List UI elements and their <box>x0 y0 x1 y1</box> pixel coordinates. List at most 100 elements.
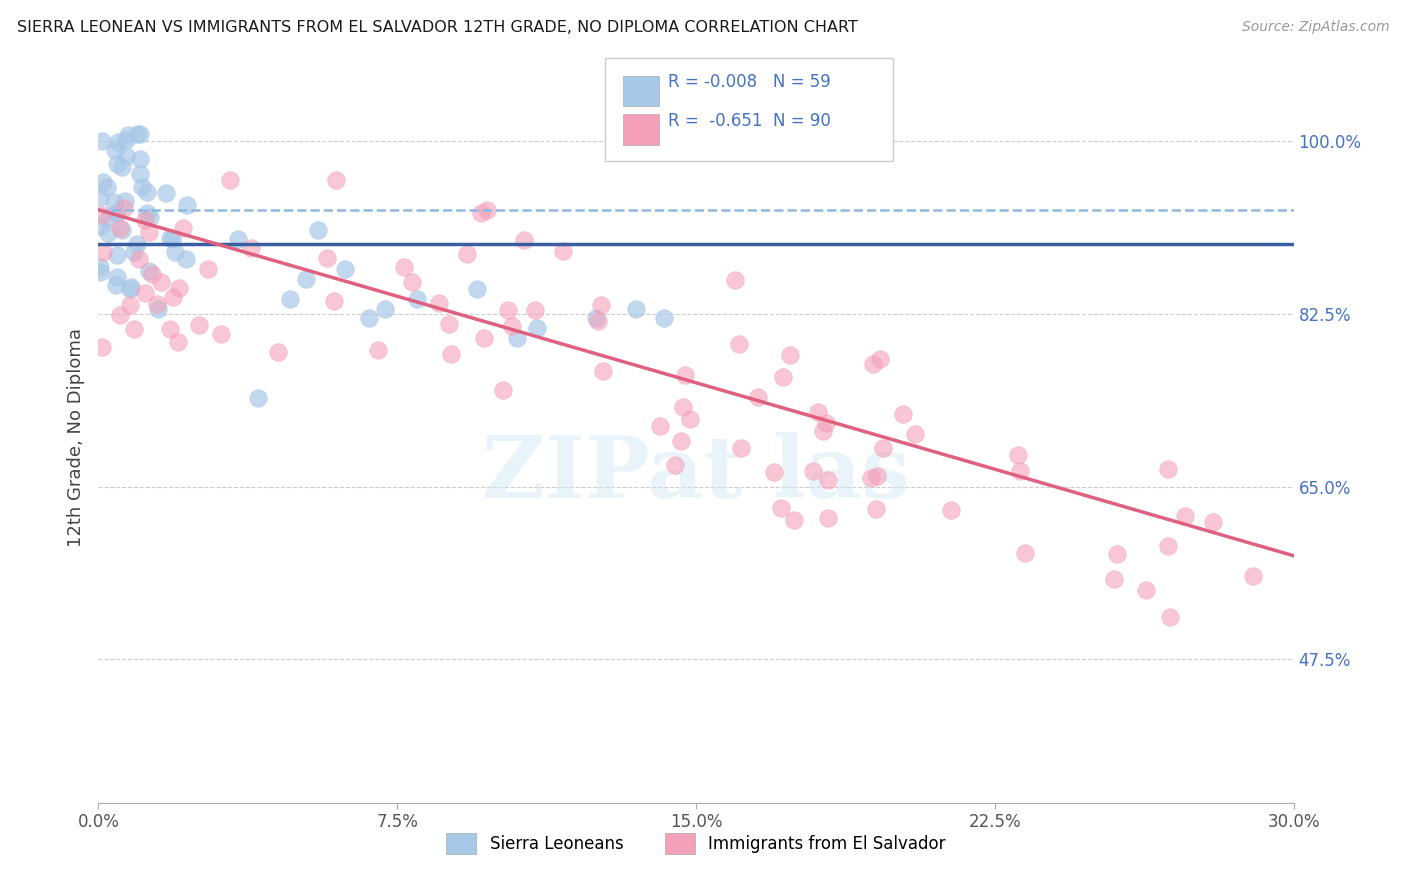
Point <box>107 135 129 149</box>
Point <box>325 173 347 187</box>
Point <box>136 206 159 220</box>
Point <box>163 244 186 259</box>
Point <box>1174 509 1197 524</box>
Point <box>278 292 301 306</box>
Point <box>125 236 148 251</box>
Point <box>89 265 111 279</box>
Point <box>111 160 134 174</box>
Point <box>294 272 316 286</box>
Point <box>188 318 211 332</box>
Point <box>679 412 702 426</box>
Point <box>891 407 914 421</box>
Point <box>218 173 240 187</box>
Point <box>134 213 156 227</box>
Text: Source: ZipAtlas.com: Source: ZipAtlas.com <box>1241 20 1389 34</box>
Point <box>120 298 142 312</box>
Point <box>322 294 344 309</box>
Point <box>97 211 120 226</box>
Point <box>128 252 150 266</box>
Point <box>1157 462 1180 476</box>
Point <box>129 127 152 141</box>
Point <box>1010 464 1032 478</box>
Point <box>122 244 145 259</box>
Text: R = -0.008   N = 59: R = -0.008 N = 59 <box>668 73 831 91</box>
Point <box>367 343 389 357</box>
Point <box>440 346 463 360</box>
Point <box>89 190 111 204</box>
Point <box>779 347 801 361</box>
Point <box>141 267 163 281</box>
Point <box>626 301 648 316</box>
Point <box>498 302 520 317</box>
Point <box>513 233 536 247</box>
Point <box>138 264 160 278</box>
Text: R =  -0.651  N = 90: R = -0.651 N = 90 <box>668 112 831 129</box>
Point <box>91 208 114 222</box>
Point <box>159 322 181 336</box>
Point <box>359 311 381 326</box>
Point <box>772 370 794 384</box>
Point <box>730 441 752 455</box>
Point <box>465 282 488 296</box>
Point <box>105 207 128 221</box>
Point <box>472 331 495 345</box>
Text: SIERRA LEONEAN VS IMMIGRANTS FROM EL SALVADOR 12TH GRADE, NO DIPLOMA CORRELATION: SIERRA LEONEAN VS IMMIGRANTS FROM EL SAL… <box>17 20 858 35</box>
Point <box>817 511 839 525</box>
Point <box>664 458 686 473</box>
Point <box>406 292 429 306</box>
Point <box>114 133 136 147</box>
Point <box>209 326 232 341</box>
Point <box>103 144 125 158</box>
Point <box>136 186 159 200</box>
Point <box>783 513 806 527</box>
Point <box>1007 448 1029 462</box>
Point <box>117 128 139 142</box>
Point <box>724 273 747 287</box>
Point <box>110 223 132 237</box>
Point <box>91 340 114 354</box>
Point <box>1159 609 1181 624</box>
Point <box>108 308 131 322</box>
Point <box>120 281 142 295</box>
Point <box>239 241 262 255</box>
Point <box>801 464 824 478</box>
Point <box>162 290 184 304</box>
Point <box>120 280 142 294</box>
Point <box>862 357 884 371</box>
Point <box>671 401 693 415</box>
Point <box>747 390 769 404</box>
Point <box>439 317 461 331</box>
Point <box>246 391 269 405</box>
Point <box>104 277 127 292</box>
Point <box>501 319 523 334</box>
Point <box>652 311 675 326</box>
Point <box>524 302 547 317</box>
Point <box>817 473 839 487</box>
Point <box>134 286 156 301</box>
Point <box>872 442 894 456</box>
Point <box>148 301 170 316</box>
Point <box>174 252 197 267</box>
Point <box>159 231 181 245</box>
Point <box>374 301 396 316</box>
Point <box>815 416 838 430</box>
Point <box>112 202 135 216</box>
Point <box>1107 547 1129 561</box>
Point <box>335 262 357 277</box>
Point <box>553 244 575 259</box>
Point <box>470 206 492 220</box>
Point <box>1202 515 1225 529</box>
Point <box>1135 583 1157 598</box>
Point <box>807 405 830 419</box>
Point <box>427 296 450 310</box>
Point <box>456 246 478 260</box>
Point <box>267 345 290 359</box>
Point <box>401 275 423 289</box>
Point <box>763 465 786 479</box>
Point <box>105 248 128 262</box>
Point <box>125 128 148 142</box>
Point <box>392 260 415 274</box>
Point <box>1241 569 1264 583</box>
Point <box>811 424 834 438</box>
Point <box>650 418 672 433</box>
